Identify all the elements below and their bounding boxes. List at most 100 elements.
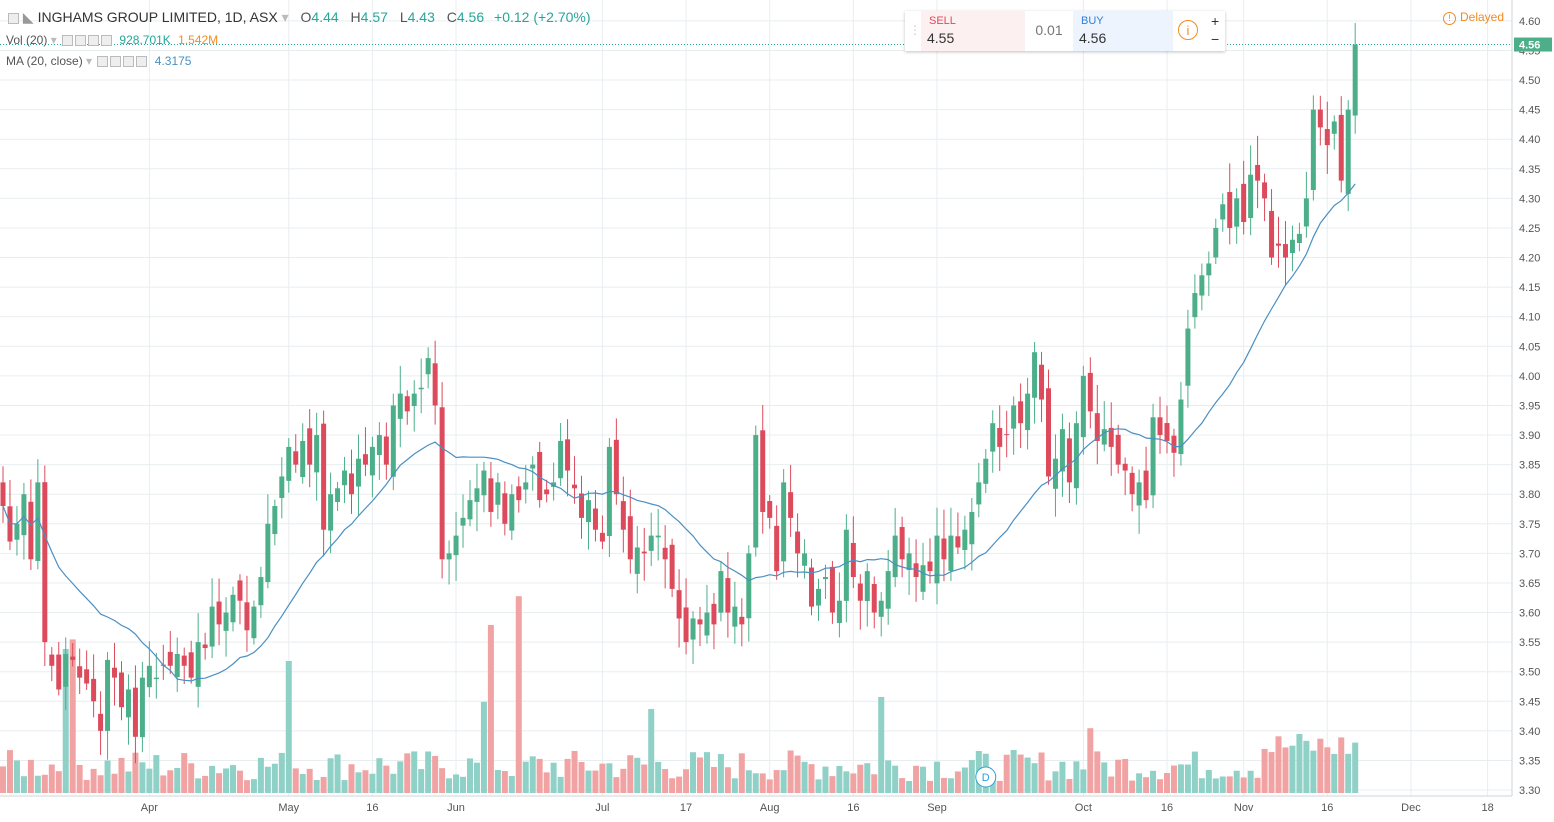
candle — [1164, 423, 1170, 441]
volume-bar — [55, 771, 62, 793]
settings-icon[interactable] — [110, 56, 122, 68]
candle — [1276, 243, 1282, 246]
symbol-menu-icon[interactable]: ▾ — [281, 9, 289, 25]
candle — [669, 544, 675, 589]
add-icon[interactable] — [123, 56, 135, 68]
eye-icon[interactable] — [62, 35, 74, 47]
x-tick-label: 18 — [1481, 802, 1493, 814]
volume-bar — [313, 780, 320, 793]
volume-bar — [466, 758, 473, 793]
volume-bar — [1024, 757, 1031, 793]
sell-button[interactable]: SELL 4.55 — [921, 11, 1025, 51]
volume-bar — [1170, 765, 1177, 793]
sell-label: SELL — [929, 15, 956, 27]
volume-bar — [717, 754, 724, 793]
spread-value: 0.01 — [1035, 22, 1063, 38]
candle — [425, 358, 431, 375]
volume-label[interactable]: Vol (20) — [6, 33, 48, 47]
y-tick-label: 3.65 — [1519, 578, 1540, 590]
increase-button[interactable]: + — [1211, 13, 1220, 29]
candle — [1338, 114, 1344, 181]
volume-value: 928.701K — [119, 33, 171, 47]
volume-bar — [878, 697, 885, 793]
candle — [118, 672, 124, 708]
close-icon[interactable] — [101, 35, 113, 47]
volume-bar — [550, 762, 557, 793]
volume-bar — [780, 770, 787, 793]
volume-bar — [376, 758, 383, 793]
open-label: O — [300, 9, 312, 25]
volume-bar — [690, 752, 697, 793]
y-tick-label: 3.35 — [1519, 755, 1540, 767]
volume-menu-icon[interactable]: ▾ — [50, 33, 57, 47]
volume-bar — [34, 775, 41, 793]
volume-bar — [118, 757, 125, 793]
volume-bar — [90, 768, 97, 793]
candle — [1032, 352, 1038, 398]
candle — [1039, 364, 1045, 400]
candle — [244, 602, 250, 631]
volume-bar — [411, 751, 418, 793]
volume-bar — [1345, 753, 1352, 793]
volume-bar — [125, 771, 132, 793]
ma-line — [2, 183, 1356, 682]
candle — [558, 440, 564, 479]
candle — [446, 553, 452, 560]
candle — [167, 651, 173, 666]
candle — [1269, 210, 1275, 258]
volume-legend: Vol (20) ▾ 928.701K 1.542M — [6, 33, 218, 47]
volume-bar — [968, 760, 975, 793]
volume-bar — [676, 776, 683, 793]
candle — [690, 618, 696, 640]
settings-icon[interactable] — [75, 35, 87, 47]
candle — [781, 482, 787, 562]
candle — [349, 473, 354, 495]
candle — [1192, 293, 1198, 318]
volume-bar — [585, 770, 592, 793]
candle — [1185, 328, 1191, 386]
candle — [453, 535, 459, 556]
candle — [955, 536, 961, 548]
volume-bar — [418, 769, 425, 793]
candle — [28, 501, 34, 560]
decrease-button[interactable]: − — [1211, 31, 1220, 47]
volume-bar — [885, 760, 892, 793]
volume-bar — [1031, 763, 1038, 793]
volume-bar — [1052, 771, 1059, 793]
collapse-icon[interactable] — [8, 12, 19, 24]
eye-icon[interactable] — [97, 56, 109, 68]
candle — [174, 653, 180, 678]
candle — [697, 619, 703, 625]
high-label: H — [350, 9, 361, 25]
volume-bar — [1101, 762, 1108, 793]
candle — [871, 584, 877, 613]
candle — [502, 493, 508, 524]
volume-bar — [236, 770, 243, 793]
add-icon[interactable] — [88, 35, 100, 47]
volume-bar — [1115, 759, 1122, 793]
close-icon[interactable] — [136, 56, 148, 68]
candle — [711, 603, 717, 625]
volume-bar — [1198, 778, 1205, 793]
candle — [321, 423, 327, 530]
x-tick-label: Oct — [1075, 802, 1092, 814]
candle — [1011, 405, 1017, 429]
ma-menu-icon[interactable]: ▾ — [86, 54, 93, 68]
candle — [139, 677, 145, 738]
candle — [983, 458, 989, 484]
y-tick-label: 4.15 — [1519, 282, 1540, 294]
candle — [892, 535, 898, 578]
ma-label[interactable]: MA (20, close) — [6, 54, 83, 68]
candle — [98, 713, 104, 731]
candle — [1303, 198, 1309, 227]
candle — [655, 535, 661, 538]
candle — [1046, 388, 1051, 477]
volume-bar — [216, 773, 223, 793]
candle — [822, 577, 828, 580]
candle — [251, 606, 257, 639]
buy-button[interactable]: BUY 4.56 — [1073, 11, 1173, 51]
info-icon[interactable]: i — [1178, 20, 1198, 40]
volume-bar — [390, 773, 397, 793]
volume-bar — [933, 761, 940, 793]
